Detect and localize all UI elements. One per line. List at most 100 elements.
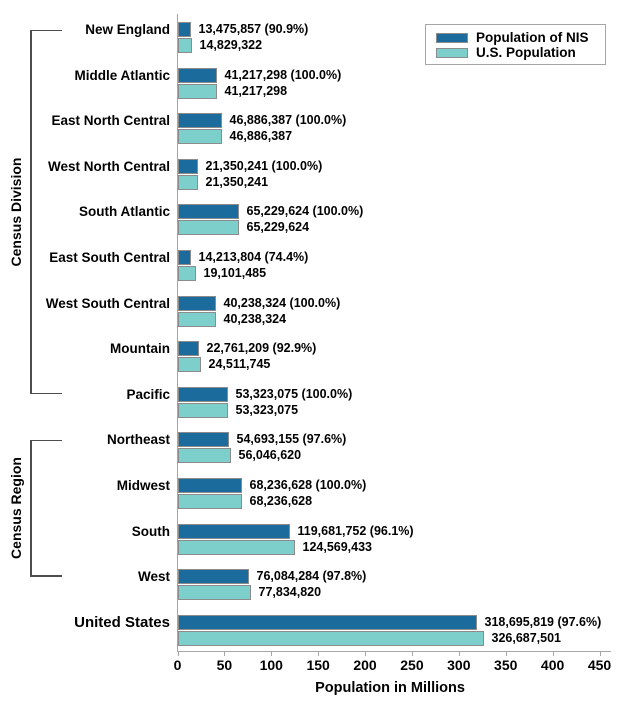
bar-nis-south xyxy=(177,523,290,539)
x-axis-line xyxy=(177,651,611,652)
legend-item-us: U.S. Population xyxy=(436,45,597,60)
value-label-nis-west-north-central: 21,350,241 (100.0%) xyxy=(205,158,323,173)
bar-us-northeast xyxy=(177,448,231,464)
x-tick-350 xyxy=(505,651,507,656)
bar-us-east-north-central xyxy=(177,129,222,145)
category-label-west-north-central: West North Central xyxy=(47,158,170,174)
value-label-us-pacific: 53,323,075 xyxy=(235,402,299,417)
x-tick-label-450: 450 xyxy=(587,657,612,673)
bar-nis-pacific xyxy=(177,386,228,402)
bar-us-new-england xyxy=(177,38,192,53)
bar-nis-middle-atlantic xyxy=(177,67,217,83)
bar-us-mountain xyxy=(177,357,201,373)
bar-nis-mountain xyxy=(177,341,199,357)
x-axis-title: Population in Millions xyxy=(315,680,465,696)
category-label-south: South xyxy=(131,523,170,539)
bar-nis-west-south-central xyxy=(177,295,216,311)
legend-label-nis: Population of NIS xyxy=(476,30,589,45)
x-tick-50 xyxy=(224,651,226,656)
category-label-south-atlantic: South Atlantic xyxy=(79,204,170,220)
bar-us-united-states xyxy=(177,630,484,646)
value-label-us-west-north-central: 21,350,241 xyxy=(205,174,269,189)
bar-nis-west xyxy=(177,569,249,585)
x-tick-250 xyxy=(411,651,413,656)
bar-nis-east-south-central xyxy=(177,250,191,265)
value-label-nis-midwest: 68,236,628 (100.0%) xyxy=(249,478,367,492)
bracket-tick-bottom-census-region xyxy=(30,575,62,577)
value-label-nis-mountain: 22,761,209 (92.9%) xyxy=(206,341,317,356)
category-label-united-states: United States xyxy=(74,613,170,631)
us-swatch-icon xyxy=(436,47,468,58)
x-tick-label-250: 250 xyxy=(400,657,424,673)
category-label-midwest: Midwest xyxy=(116,478,170,493)
value-label-nis-east-north-central: 46,886,387 (100.0%) xyxy=(229,113,347,128)
x-tick-300 xyxy=(458,651,460,656)
x-tick-label-400: 400 xyxy=(540,657,565,673)
value-label-nis-south: 119,681,752 (96.1%) xyxy=(297,523,414,538)
bracket-vertical-census-division xyxy=(30,29,32,395)
value-label-us-south-atlantic: 65,229,624 xyxy=(246,220,310,235)
bar-us-middle-atlantic xyxy=(177,83,217,99)
bar-nis-new-england xyxy=(177,22,191,37)
value-label-us-south: 124,569,433 xyxy=(302,539,373,554)
value-label-nis-west-south-central: 40,238,324 (100.0%) xyxy=(223,295,341,310)
value-label-us-east-south-central: 19,101,485 xyxy=(203,266,267,280)
value-label-us-midwest: 68,236,628 xyxy=(249,494,313,508)
value-label-nis-united-states: 318,695,819 (97.6%) xyxy=(484,614,602,629)
x-tick-100 xyxy=(271,651,273,656)
bar-nis-northeast xyxy=(177,432,229,448)
legend: Population of NIS U.S. Population xyxy=(425,24,606,65)
x-tick-150 xyxy=(318,651,320,656)
bar-us-south xyxy=(177,539,295,555)
x-tick-label-0: 0 xyxy=(173,657,182,673)
legend-label-us: U.S. Population xyxy=(476,45,576,60)
category-label-middle-atlantic: Middle Atlantic xyxy=(74,67,170,83)
y-axis-line xyxy=(177,14,178,651)
category-label-new-england: New England xyxy=(85,22,170,37)
value-label-us-mountain: 24,511,745 xyxy=(208,357,271,372)
value-label-us-united-states: 326,687,501 xyxy=(491,630,562,645)
x-tick-0 xyxy=(177,651,179,656)
bracket-vertical-census-region xyxy=(30,439,32,577)
bracket-tick-top-census-region xyxy=(30,439,62,442)
value-label-us-middle-atlantic: 41,217,298 xyxy=(224,83,288,98)
value-label-us-new-england: 14,829,322 xyxy=(199,38,263,52)
x-tick-label-300: 300 xyxy=(447,657,471,673)
value-label-nis-northeast: 54,693,155 (97.6%) xyxy=(236,432,347,447)
x-tick-label-150: 150 xyxy=(306,657,330,673)
bar-us-east-south-central xyxy=(177,266,196,281)
category-label-mountain: Mountain xyxy=(110,341,170,357)
value-label-nis-pacific: 53,323,075 (100.0%) xyxy=(235,386,353,401)
x-tick-450 xyxy=(599,651,601,656)
bar-nis-midwest xyxy=(177,478,242,493)
bracket-tick-top-census-division xyxy=(30,29,62,31)
x-tick-label-200: 200 xyxy=(353,657,377,673)
nis-swatch-icon xyxy=(436,32,468,43)
x-tick-200 xyxy=(365,651,367,656)
bar-us-west-south-central xyxy=(177,311,216,327)
category-label-west: West xyxy=(137,569,170,585)
bracket-label-census-division: Census Division xyxy=(8,157,24,267)
bracket-label-census-region: Census Region xyxy=(8,457,24,560)
x-tick-label-100: 100 xyxy=(259,657,283,673)
category-label-pacific: Pacific xyxy=(126,386,170,402)
bar-us-midwest xyxy=(177,494,242,509)
bracket-tick-bottom-census-division xyxy=(30,392,62,395)
bar-us-pacific xyxy=(177,402,228,418)
legend-item-nis: Population of NIS xyxy=(436,30,597,45)
x-tick-400 xyxy=(552,651,554,656)
value-label-nis-east-south-central: 14,213,804 (74.4%) xyxy=(198,250,309,264)
category-label-east-south-central: East South Central xyxy=(49,250,170,265)
value-label-us-west: 77,834,820 xyxy=(258,585,322,600)
value-label-us-west-south-central: 40,238,324 xyxy=(223,311,287,326)
x-tick-label-350: 350 xyxy=(494,657,518,673)
bar-nis-east-north-central xyxy=(177,113,222,129)
category-label-west-south-central: West South Central xyxy=(45,295,170,311)
bar-us-west-north-central xyxy=(177,174,198,190)
bar-nis-united-states xyxy=(177,614,477,630)
bar-nis-west-north-central xyxy=(177,158,198,174)
value-label-nis-west: 76,084,284 (97.8%) xyxy=(256,569,367,584)
value-label-nis-middle-atlantic: 41,217,298 (100.0%) xyxy=(224,67,342,82)
category-label-east-north-central: East North Central xyxy=(51,113,170,129)
